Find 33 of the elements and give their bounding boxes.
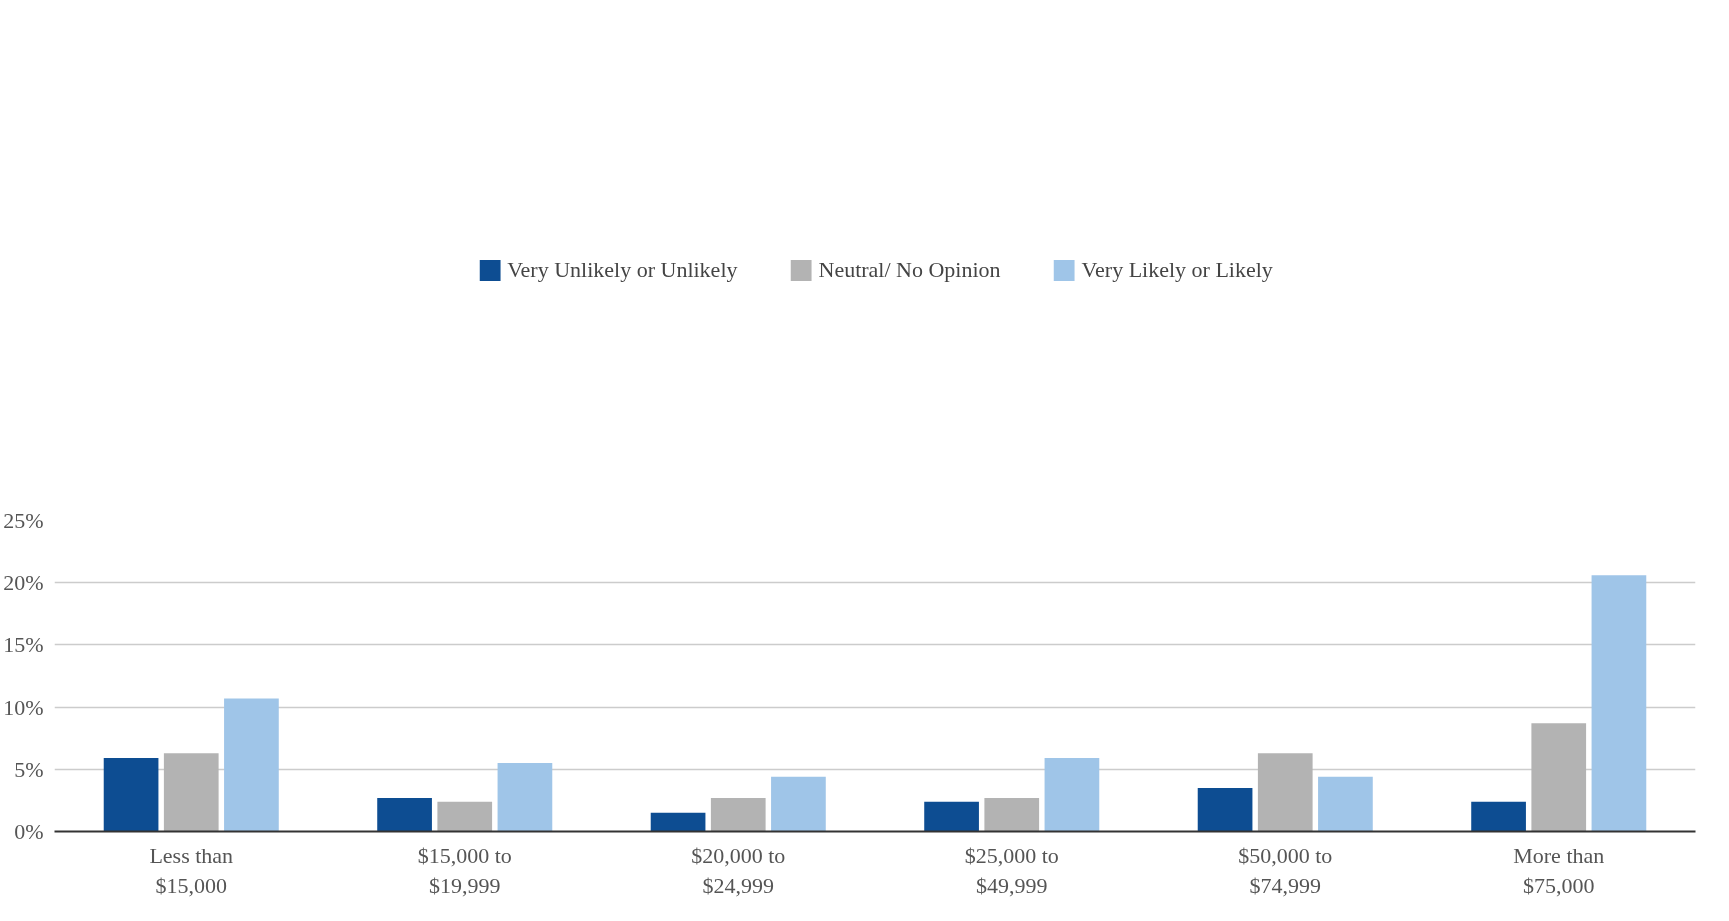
y-tick-label: 0%	[14, 819, 44, 844]
bar	[1318, 776, 1373, 832]
bar	[771, 776, 826, 832]
bar	[1044, 758, 1100, 832]
bar	[1471, 801, 1526, 832]
y-tick-label: 25%	[3, 508, 44, 533]
y-tick-label: 15%	[3, 632, 44, 658]
bar	[650, 812, 706, 832]
bar	[437, 801, 493, 832]
bar	[924, 801, 979, 832]
x-tick-label: $15,000 to $19,999	[417, 842, 512, 898]
x-tick-label: $25,000 to $49,999	[964, 842, 1059, 898]
bar	[377, 797, 432, 832]
bar	[497, 763, 553, 832]
bar	[1257, 753, 1313, 832]
y-tick-label: 20%	[3, 570, 44, 596]
legend-label: Very Likely or Likely	[1081, 257, 1273, 283]
bar	[984, 797, 1040, 832]
legend-label: Very Unlikely or Unlikely	[507, 257, 738, 283]
x-tick-label: Less than $15,000	[149, 842, 234, 898]
bar	[1531, 723, 1587, 832]
bar	[103, 758, 159, 832]
x-tick-label: $20,000 to $24,999	[691, 842, 786, 898]
bar	[1591, 575, 1647, 832]
bar	[163, 753, 219, 832]
bar	[710, 797, 766, 832]
bar	[1197, 787, 1253, 832]
bar	[224, 698, 279, 832]
y-tick-label: 10%	[3, 694, 44, 720]
x-tick-label: More than $75,000	[1513, 842, 1605, 898]
x-tick-label: $50,000 to $74,999	[1238, 842, 1333, 898]
y-tick-label: 5%	[14, 756, 44, 782]
legend-label: Neutral/ No Opinion	[818, 257, 1001, 283]
